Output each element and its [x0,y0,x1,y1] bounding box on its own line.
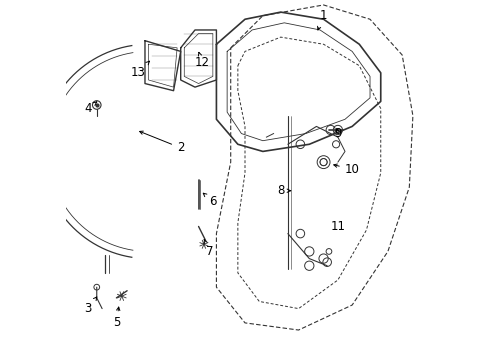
Text: 9: 9 [334,127,342,140]
Text: 12: 12 [195,52,210,69]
Text: 5: 5 [113,307,120,329]
Text: 7: 7 [204,239,213,258]
Text: 4: 4 [84,102,97,115]
Text: 13: 13 [130,61,149,79]
Text: 8: 8 [277,184,291,197]
Text: 2: 2 [140,131,184,154]
Text: 6: 6 [203,193,217,208]
Text: 11: 11 [330,220,345,233]
Text: 1: 1 [318,9,327,30]
Text: 10: 10 [334,163,360,176]
Text: 3: 3 [84,297,97,315]
